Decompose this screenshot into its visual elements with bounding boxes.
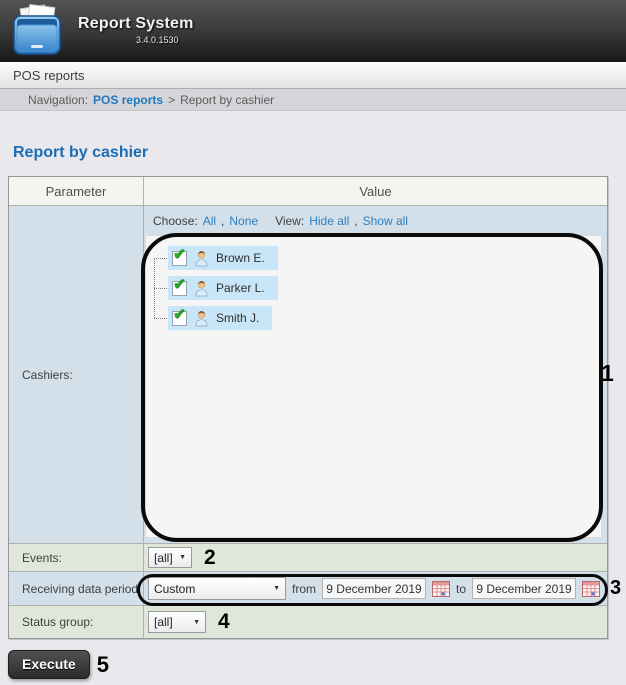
status-group-label: Status group:	[9, 606, 144, 638]
choose-label: Choose:	[153, 214, 198, 228]
cashier-name: Brown E.	[216, 251, 265, 265]
annotation-5: 5	[96, 651, 109, 677]
annotation-3: 3	[610, 577, 622, 599]
period-label: Receiving data period:	[9, 572, 144, 605]
from-label: from	[292, 581, 316, 596]
app-title: Report System	[78, 15, 194, 32]
status-group-select[interactable]: [all] ▼	[148, 611, 206, 633]
cashier-name: Parker L.	[216, 281, 265, 295]
cashiers-toolbar: Choose: All, None View: Hide all, Show a…	[144, 206, 607, 228]
column-header-value: Value	[359, 183, 392, 199]
menu-item-pos-reports[interactable]: POS reports	[13, 67, 85, 83]
cashier-name: Smith J.	[216, 311, 260, 325]
app-header: Report System 3.4.0.1530	[0, 0, 626, 62]
view-show-all-link[interactable]: Show all	[362, 214, 408, 228]
events-row: Events: [all] ▼ 2	[9, 544, 607, 572]
checkbox-checked-icon[interactable]: ✔	[172, 306, 187, 326]
checkbox-checked-icon[interactable]: ✔	[172, 276, 187, 296]
calendar-icon[interactable]	[432, 580, 450, 597]
choose-all-link[interactable]: All	[202, 214, 217, 228]
chevron-down-icon: ▼	[179, 554, 186, 561]
cashiers-label: Cashiers:	[9, 206, 144, 543]
events-label: Events:	[9, 544, 144, 571]
status-group-row: Status group: [all] ▼ 4	[9, 606, 607, 638]
chevron-down-icon: ▼	[193, 618, 200, 626]
calendar-icon[interactable]	[582, 580, 601, 597]
date-to-input[interactable]	[472, 578, 577, 599]
separator: ,	[354, 214, 358, 228]
cashiers-list: ✔ Brown E. ✔ Parker L.	[145, 235, 602, 538]
period-row: Receiving data period: Custom ▼ from to	[9, 572, 607, 606]
annotation-2: 2	[204, 545, 216, 569]
separator: ,	[221, 214, 225, 228]
breadcrumb-current: Report by cashier	[180, 92, 275, 107]
status-group-value: [all]	[154, 615, 173, 629]
annotation-4: 4	[218, 610, 230, 633]
execute-button[interactable]: Execute	[8, 650, 90, 679]
period-type-select[interactable]: Custom ▼	[148, 577, 286, 600]
cashier-item-smith[interactable]: ✔ Smith J.	[153, 306, 273, 330]
events-select-value: [all]	[154, 550, 173, 565]
view-hide-all-link[interactable]: Hide all	[309, 214, 350, 228]
cashier-item-parker[interactable]: ✔ Parker L.	[154, 276, 278, 300]
breadcrumb-link-pos-reports[interactable]: POS reports	[93, 92, 164, 107]
period-type-value: Custom	[154, 581, 196, 596]
app-version: 3.4.0.1530	[136, 35, 179, 45]
report-folder-icon	[13, 4, 61, 55]
menu-bar: POS reports	[0, 62, 626, 89]
view-label: View:	[275, 214, 305, 228]
annotation-1: 1	[601, 360, 614, 386]
breadcrumb-prefix: Navigation:	[28, 92, 89, 107]
breadcrumb-separator: >	[168, 92, 176, 107]
cashier-person-icon	[195, 311, 208, 327]
chevron-down-icon: ▼	[273, 585, 280, 592]
cashier-item-brown[interactable]: ✔ Brown E.	[154, 246, 278, 270]
page-title: Report by cashier	[13, 144, 149, 161]
checkbox-checked-icon[interactable]: ✔	[172, 246, 187, 266]
to-label: to	[456, 581, 467, 596]
date-from-input[interactable]	[322, 578, 426, 599]
cashier-person-icon	[195, 281, 208, 297]
choose-none-link[interactable]: None	[229, 214, 259, 228]
column-header-parameter: Parameter	[9, 177, 144, 205]
events-select[interactable]: [all] ▼	[148, 547, 192, 568]
table-header-row: Parameter Value	[9, 177, 607, 206]
cashier-person-icon	[195, 251, 208, 267]
breadcrumb: Navigation: POS reports > Report by cash…	[0, 89, 626, 111]
